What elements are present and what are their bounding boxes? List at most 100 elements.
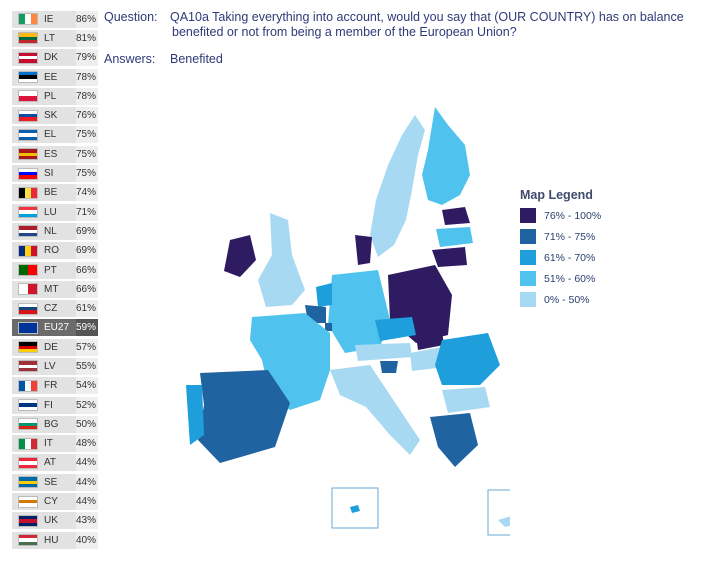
cyprus-inset <box>487 489 510 536</box>
flag-icon <box>18 321 38 334</box>
ranking-row-fr: FR 54% <box>12 377 99 396</box>
map-country-cy <box>498 516 510 527</box>
ranking-row-lv: LV 55% <box>12 357 99 377</box>
legend-swatch <box>520 292 536 307</box>
question-text-line2: benefited or not from being a member of … <box>172 25 517 39</box>
ranking-row-at: AT 44% <box>12 454 99 474</box>
flag-icon <box>18 495 38 508</box>
flag-icon <box>18 341 38 354</box>
ranking-row-fi: FI 52% <box>12 396 99 416</box>
ranking-row-lu: LU 71% <box>12 203 99 223</box>
map-country-se <box>370 115 425 257</box>
country-code: IE <box>38 10 76 28</box>
country-value: 71% <box>76 203 99 221</box>
map-country-bg <box>442 387 490 413</box>
country-value: 75% <box>76 165 99 183</box>
europe-map <box>186 107 510 536</box>
flag-icon <box>18 264 38 276</box>
country-code: ES <box>38 145 76 163</box>
country-value: 40% <box>76 531 99 549</box>
country-value: 78% <box>76 87 99 105</box>
flag-icon <box>18 399 38 412</box>
map-country-sk <box>416 331 444 350</box>
ranking-row-ie: IE 86% <box>12 10 99 30</box>
country-code: LU <box>38 203 76 221</box>
ranking-row-cy: CY 44% <box>12 492 99 512</box>
ranking-row-dk: DK 79% <box>12 49 99 68</box>
country-code: DE <box>38 338 76 356</box>
country-code: DK <box>38 49 76 67</box>
country-value: 61% <box>76 300 99 318</box>
ranking-row-mt: MT 66% <box>12 280 99 300</box>
country-value: 75% <box>76 126 99 144</box>
map-country-pt <box>186 385 204 445</box>
flag-icon <box>18 51 38 64</box>
ranking-row-cz: CZ 61% <box>12 299 99 319</box>
legend-swatch <box>520 229 536 244</box>
country-value: 43% <box>76 512 99 530</box>
country-code: SK <box>38 107 76 125</box>
flag-icon <box>18 514 38 527</box>
ranking-row-pt: PT 66% <box>12 261 99 281</box>
country-value: 52% <box>76 396 99 414</box>
ranking-row-eu27: EU27 59% <box>12 319 99 339</box>
country-code: SI <box>38 165 76 183</box>
map-country-fi <box>422 107 470 205</box>
ranking-row-el: EL 75% <box>12 126 99 146</box>
flag-icon <box>18 534 38 547</box>
country-code: NL <box>38 222 76 240</box>
country-code: BG <box>38 415 76 433</box>
country-value: 78% <box>76 68 99 86</box>
country-code: LT <box>38 29 76 47</box>
country-code: BE <box>38 184 76 202</box>
legend-item: 71% - 75% <box>520 229 601 244</box>
question-text: QA10a Taking everything into account, wo… <box>170 10 684 24</box>
country-code: CY <box>38 493 76 511</box>
legend-swatch <box>520 208 536 223</box>
ranking-row-de: DE 57% <box>12 338 99 358</box>
flag-icon <box>18 244 38 257</box>
map-country-ie <box>224 235 256 277</box>
map-country-el <box>430 413 478 467</box>
country-value: 48% <box>76 435 99 453</box>
ranking-row-sk: SK 76% <box>12 106 99 126</box>
question-label: Question: <box>104 10 158 24</box>
map-country-ee <box>442 207 470 225</box>
map-country-lv <box>436 227 473 247</box>
country-value: 75% <box>76 145 99 163</box>
map-country-es <box>198 370 290 463</box>
country-value: 66% <box>76 280 99 298</box>
legend-item: 61% - 70% <box>520 250 601 265</box>
legend-label: 71% - 75% <box>544 230 596 243</box>
flag-icon <box>18 225 38 238</box>
country-value: 59% <box>76 319 99 337</box>
flag-icon <box>18 302 38 315</box>
flag-icon <box>18 360 38 373</box>
answers-label: Answers: <box>104 52 156 66</box>
ranking-row-hu: HU 40% <box>12 531 99 551</box>
country-value: 76% <box>76 107 99 125</box>
ranking-row-it: IT 48% <box>12 435 99 454</box>
question-block: Question: QA10a Taking everything into a… <box>104 10 704 67</box>
country-code: LV <box>38 357 76 375</box>
map-legend: Map Legend 76% - 100% 71% - 75% 61% - 70% 5… <box>520 188 601 307</box>
map-country-it <box>330 365 420 455</box>
flag-icon <box>18 71 38 84</box>
flag-icon <box>18 418 38 431</box>
country-value: 79% <box>76 49 99 67</box>
country-code: UK <box>38 512 76 530</box>
country-code: PT <box>38 261 76 279</box>
country-value: 81% <box>76 29 99 47</box>
country-code: MT <box>38 280 76 298</box>
ranking-row-uk: UK 43% <box>12 512 99 532</box>
legend-swatch <box>520 250 536 265</box>
legend-label: 76% - 100% <box>544 209 602 222</box>
ranking-row-es: ES 75% <box>12 145 99 165</box>
map-country-uk <box>258 213 305 307</box>
map-country-lu <box>325 323 332 331</box>
map-country-nl <box>316 283 332 307</box>
ranking-row-nl: NL 69% <box>12 222 99 242</box>
country-code: CZ <box>38 300 76 318</box>
country-value: 44% <box>76 454 99 472</box>
ranking-row-si: SI 75% <box>12 164 99 184</box>
